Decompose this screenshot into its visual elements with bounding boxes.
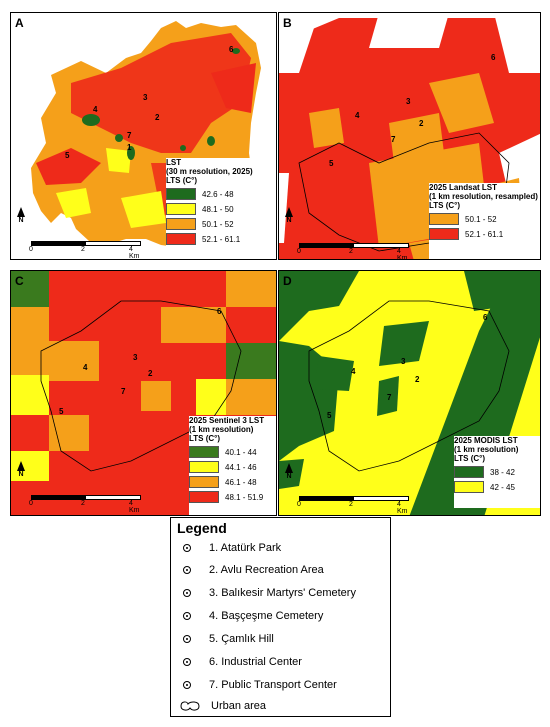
legend-item-3: 3. Balıkesir Martyrs' Cemetery [183, 587, 356, 599]
legend-item-5: 5. Çamlık Hill [183, 633, 274, 645]
legend-c-class-1: 40.1 - 44 [189, 446, 276, 458]
panel-c-letter: C [15, 274, 24, 288]
panel-b-letter: B [283, 16, 292, 30]
point-symbol-icon [183, 589, 191, 597]
map-c-lst [11, 271, 276, 515]
legend-c-class-4: 48.1 - 51.9 [189, 491, 276, 503]
point-label-4: 4 [351, 367, 356, 376]
legend-d: 2025 MODIS LST (1 km resolution) LTS (C°… [454, 436, 540, 508]
panel-a-letter: A [15, 16, 24, 30]
point-symbol-icon [183, 681, 191, 689]
legend-item-4: 4. Başçeşme Cemetery [183, 610, 323, 622]
point-label-7: 7 [387, 393, 392, 402]
point-label-7: 7 [127, 131, 132, 140]
north-arrow-b: N [285, 207, 293, 225]
point-label-4: 4 [93, 105, 98, 114]
scale-bar-a: 0 2 4 Km [29, 241, 141, 259]
panel-a: A 6 3 4 2 7 1 5 N 0 2 4 Km LST (30 m res… [10, 12, 277, 260]
legend-a-class-3: 50.1 - 52 [166, 218, 276, 230]
legend-a-class-4: 52.1 - 61.1 [166, 233, 276, 245]
point-label-2: 2 [155, 113, 160, 122]
north-arrow-a: N [17, 207, 25, 225]
scale-bar-c: 0 2 4 Km [29, 495, 141, 514]
point-label-5: 5 [329, 159, 334, 168]
point-label-6: 6 [483, 313, 488, 322]
point-label-5: 5 [65, 151, 70, 160]
scale-bar-b: 0 2 4 Km [297, 243, 409, 259]
legend-a-class-2: 48.1 - 50 [166, 203, 276, 215]
point-symbol-icon [183, 635, 191, 643]
point-label-2: 2 [415, 375, 420, 384]
legend-d-class-1: 38 - 42 [454, 466, 540, 478]
legend-item-7: 7. Public Transport Center [183, 679, 337, 691]
point-label-6: 6 [217, 307, 222, 316]
legend-b: 2025 Landsat LST (1 km resolution, resam… [429, 183, 539, 259]
scale-bar-d: 0 2 4 Km [297, 496, 409, 515]
point-label-3: 3 [143, 93, 148, 102]
legend-c: 2025 Sentinel 3 LST (1 km resolution) LT… [189, 416, 276, 515]
panel-c: C 6 3 4 2 7 5 N 0 2 4 Km 2025 Sentinel 3… [10, 270, 277, 516]
main-legend: Legend 1. Atatürk Park 2. Avlu Recreatio… [170, 517, 391, 717]
legend-item-6: 6. Industrial Center [183, 656, 302, 668]
point-label-3: 3 [401, 357, 406, 366]
point-label-2: 2 [419, 119, 424, 128]
point-label-7: 7 [391, 135, 396, 144]
point-label-1: 1 [127, 143, 132, 152]
legend-b-class-2: 52.1 - 61.1 [429, 228, 539, 240]
north-arrow-c: N [17, 461, 25, 479]
point-label-2: 2 [148, 369, 153, 378]
point-label-6: 6 [229, 45, 234, 54]
panel-d: D 6 3 4 2 7 5 N 0 2 4 Km 2025 MODIS LST … [278, 270, 541, 516]
point-label-5: 5 [327, 411, 332, 420]
legend-item-urban: Urban area [179, 700, 266, 712]
point-label-7: 7 [121, 387, 126, 396]
point-symbol-icon [183, 544, 191, 552]
point-symbol-icon [183, 612, 191, 620]
point-label-3: 3 [406, 97, 411, 106]
point-symbol-icon [183, 658, 191, 666]
legend-c-class-3: 46.1 - 48 [189, 476, 276, 488]
map-d-lst [279, 271, 540, 515]
legend-item-1: 1. Atatürk Park [183, 542, 281, 554]
point-symbol-icon [183, 566, 191, 574]
legend-a-class-1: 42.6 - 48 [166, 188, 276, 200]
panel-b: B 6 3 4 2 7 5 N 0 2 4 Km 2025 Landsat LS… [278, 12, 541, 260]
point-label-4: 4 [83, 363, 88, 372]
legend-a: LST (30 m resolution, 2025) LTS (C°) 42.… [166, 158, 276, 258]
legend-title: Legend [177, 520, 227, 536]
point-label-3: 3 [133, 353, 138, 362]
urban-area-icon [180, 701, 200, 711]
legend-b-class-1: 50.1 - 52 [429, 213, 539, 225]
point-label-4: 4 [355, 111, 360, 120]
legend-d-class-2: 42 - 45 [454, 481, 540, 493]
panel-d-letter: D [283, 274, 292, 288]
point-label-6: 6 [491, 53, 496, 62]
point-label-5: 5 [59, 407, 64, 416]
north-arrow-d: N [285, 463, 293, 481]
legend-c-class-2: 44.1 - 46 [189, 461, 276, 473]
legend-item-2: 2. Avlu Recreation Area [183, 564, 324, 576]
